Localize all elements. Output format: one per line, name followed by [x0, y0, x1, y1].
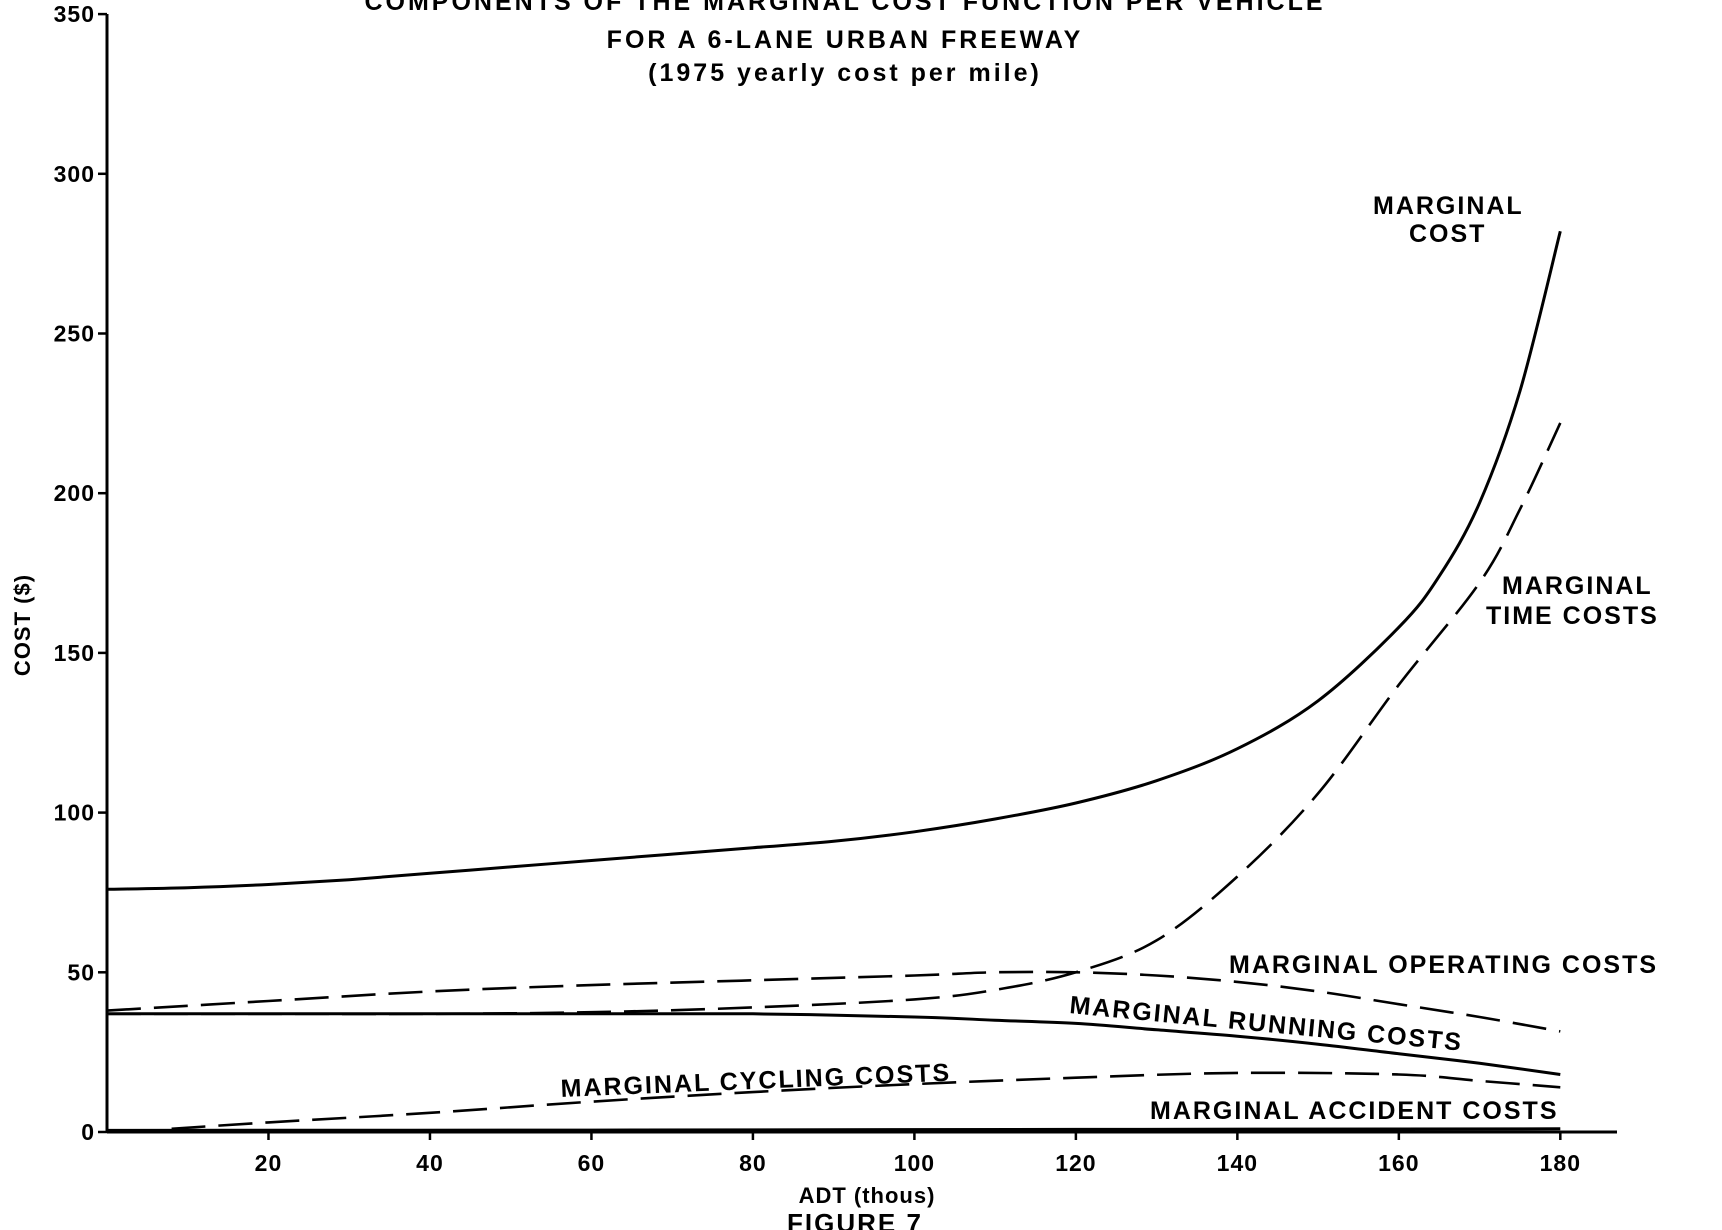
y-tick-label-350: 350	[54, 1, 95, 27]
y-tick-label-250: 250	[54, 321, 95, 347]
y-axis-ticks: 0 50 100 150 200 250 300 350	[54, 1, 107, 1145]
label-marginal-time-costs-line2: TIME COSTS	[1486, 602, 1659, 630]
label-marginal-operating-costs: MARGINAL OPERATING COSTS	[1229, 951, 1658, 979]
x-axis-ticks: 20 40 60 80 100 120 140 160 180	[255, 1132, 1581, 1176]
x-tick-label-20: 20	[255, 1150, 283, 1176]
label-marginal-cycling-costs: MARGINAL CYCLING COSTS	[560, 1059, 952, 1103]
x-tick-label-80: 80	[739, 1150, 767, 1176]
series-labels: MARGINAL COST MARGINAL TIME COSTS MARGIN…	[560, 192, 1659, 1125]
x-tick-label-60: 60	[578, 1150, 606, 1176]
series-line-marginal-running-costs	[106, 1012, 1561, 1076]
x-tick-label-120: 120	[1055, 1150, 1096, 1176]
chart-title: COMPONENTS OF THE MARGINAL COST FUNCTION…	[364, 0, 1325, 87]
y-axis-label: COST ($)	[10, 574, 35, 676]
title-line-3: (1975 yearly cost per mile)	[648, 59, 1042, 87]
series-line-marginal-time-costs	[106, 422, 1562, 1016]
series-line-marginal-cost	[106, 230, 1562, 891]
label-marginal-cost-line2: COST	[1409, 220, 1486, 248]
figure-label: FIGURE 7	[787, 1208, 923, 1230]
label-marginal-cost: MARGINAL	[1373, 192, 1524, 220]
y-tick-label-50: 50	[67, 959, 95, 985]
x-tick-label-160: 160	[1378, 1150, 1419, 1176]
y-tick-label-0: 0	[81, 1119, 95, 1145]
x-tick-label-180: 180	[1540, 1150, 1581, 1176]
series-line-marginal-cycling-costs	[171, 1071, 1561, 1131]
label-marginal-accident-costs: MARGINAL ACCIDENT COSTS	[1150, 1097, 1559, 1125]
y-tick-label-150: 150	[54, 640, 95, 666]
x-tick-label-40: 40	[416, 1150, 444, 1176]
y-tick-label-200: 200	[54, 480, 95, 506]
x-tick-label-100: 100	[894, 1150, 935, 1176]
x-axis-label: ADT (thous)	[799, 1183, 936, 1208]
title-line-1: COMPONENTS OF THE MARGINAL COST FUNCTION…	[364, 0, 1325, 16]
series-line-marginal-operating-costs	[106, 970, 1561, 1033]
y-tick-label-300: 300	[54, 161, 95, 187]
series-lines	[106, 230, 1562, 1132]
label-marginal-running-costs: MARGINAL RUNNING COSTS	[1068, 991, 1464, 1057]
y-tick-label-100: 100	[54, 800, 95, 826]
x-tick-label-140: 140	[1217, 1150, 1258, 1176]
title-line-2: FOR A 6-LANE URBAN FREEWAY	[607, 26, 1084, 54]
label-marginal-time-costs: MARGINAL	[1502, 572, 1653, 600]
series-line-marginal-accident-costs	[106, 1127, 1561, 1132]
